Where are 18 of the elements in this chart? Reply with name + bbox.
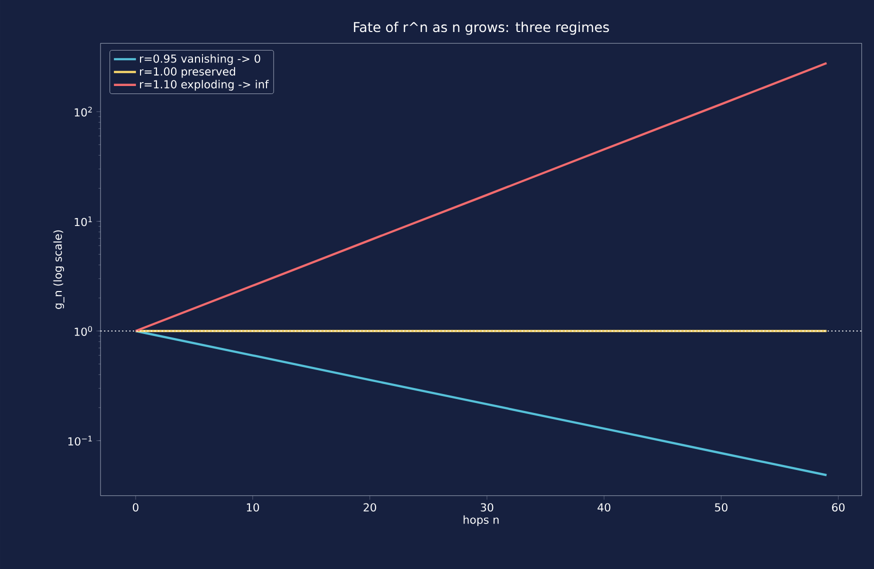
y-tick-label: 10$^{2}$ — [74, 106, 92, 117]
legend-label: r=0.95 vanishing -> 0 — [140, 54, 260, 65]
x-axis-title: hops n — [464, 515, 499, 526]
y-tick-label: 10$^{1}$ — [74, 216, 92, 226]
x-tick-label: 60 — [832, 503, 845, 512]
x-tick-label: 50 — [715, 503, 728, 512]
y-tick-label: 10$^{0}$ — [74, 326, 92, 336]
x-tick-label: 20 — [364, 503, 376, 512]
x-tick-label: 40 — [598, 503, 610, 512]
line-series — [134, 330, 828, 476]
chart-title: Fate of r^n as n grows: three regimes — [354, 22, 609, 35]
x-tick-label: 0 — [132, 503, 138, 512]
x-tick-label: 30 — [480, 503, 494, 512]
x-tick-label: 10 — [246, 503, 260, 512]
y-tick-label: 10$^{−1}$ — [68, 436, 92, 446]
legend-label: r=1.10 exploding -> inf — [140, 80, 269, 91]
y-axis-title: g_n (log scale) — [53, 230, 64, 309]
legend-label: r=1.00 preserved — [140, 67, 236, 78]
